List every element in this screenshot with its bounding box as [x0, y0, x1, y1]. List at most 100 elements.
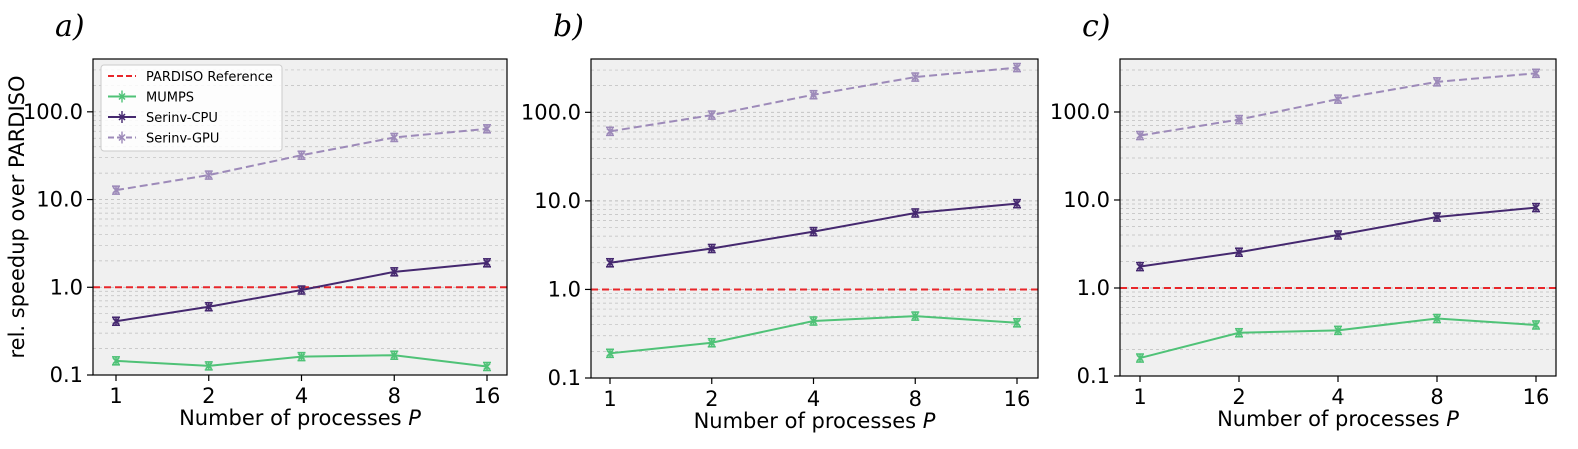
data-point [809, 317, 818, 325]
x-tick-label: 1 [109, 384, 122, 408]
y-tick-label: 0.1 [548, 366, 581, 390]
x-axis-label: Number of processes P [1217, 407, 1459, 431]
data-point [911, 312, 919, 320]
data-point [1013, 319, 1021, 327]
y-tick-label: 10.0 [534, 189, 581, 213]
data-point [1334, 231, 1342, 239]
data-point [1532, 69, 1540, 77]
y-tick-label: 0.1 [50, 363, 83, 387]
data-point [809, 227, 818, 236]
x-axis-label-var: P [923, 409, 936, 433]
data-point [1235, 329, 1243, 337]
panel-label: c) [1082, 9, 1111, 44]
data-point [483, 259, 491, 267]
x-axis-label-text: Number of processes [694, 409, 923, 433]
data-point [483, 125, 491, 133]
x-axis-label-text: Number of processes [179, 406, 408, 430]
y-tick-label: 1.0 [1077, 276, 1110, 300]
y-tick-label: 0.1 [1077, 364, 1110, 388]
data-point [390, 268, 398, 276]
series-line-serinv_gpu [1139, 72, 1537, 137]
data-point [606, 259, 614, 267]
chart-panel-0: 0.1 1.0 10.0 100.0 1 2 4 8 16 Number of processes… [23, 9, 508, 430]
data-point [112, 317, 120, 325]
data-point [911, 73, 919, 81]
data-point [809, 91, 818, 99]
data-point [390, 351, 398, 359]
data-point [1433, 213, 1441, 221]
panel-label: b) [553, 9, 584, 44]
data-point [1433, 78, 1441, 86]
y-tick-label: 100.0 [1050, 100, 1110, 124]
data-point [390, 133, 398, 142]
x-tick-label: 1 [603, 387, 616, 411]
y-tick-label: 1.0 [548, 277, 581, 301]
legend-box [100, 64, 283, 152]
y-tick-label: 100.0 [521, 100, 581, 124]
x-tick-label: 2 [202, 384, 215, 408]
data-point [1334, 95, 1342, 103]
data-point [1532, 203, 1540, 212]
x-axis-label: Number of processes P [694, 409, 936, 433]
data-point [112, 357, 120, 365]
data-point [708, 111, 716, 119]
data-point [911, 209, 919, 217]
data-point [1433, 314, 1441, 323]
legend-swatch-marker [118, 92, 126, 101]
x-axis-label-var: P [1446, 407, 1459, 431]
x-axis-label-var: P [408, 406, 421, 430]
legend-label: PARDISO Reference [146, 70, 273, 85]
data-point [1235, 248, 1243, 256]
x-tick-label: 2 [1232, 385, 1245, 409]
data-point [1235, 115, 1243, 124]
data-point [1013, 200, 1021, 208]
data-point [708, 244, 716, 253]
legend-swatch-marker [118, 133, 126, 142]
legend-label: MUMPS [146, 91, 194, 106]
data-point [297, 352, 306, 361]
x-tick-label: 1 [1133, 385, 1146, 409]
legend-swatch-marker [118, 113, 126, 121]
x-axis-label-text: Number of processes [1217, 407, 1446, 431]
data-point [1136, 131, 1144, 140]
legend: PARDISO Reference MUMPS Serinv-CPU Serinv-G… [100, 64, 283, 152]
data-point [297, 286, 306, 294]
x-tick-label: 8 [388, 384, 401, 408]
x-tick-label: 4 [295, 384, 308, 408]
data-point [606, 127, 614, 135]
data-point [708, 339, 716, 347]
data-point [1013, 63, 1021, 72]
y-tick-label: 10.0 [1063, 188, 1110, 212]
data-point [1136, 262, 1144, 271]
data-point [1532, 321, 1540, 329]
x-tick-label: 2 [705, 387, 718, 411]
x-tick-label: 8 [909, 387, 922, 411]
data-point [483, 362, 491, 371]
data-point [1136, 354, 1144, 362]
data-point [205, 362, 213, 370]
y-axis-label: rel. speedup over PARDISO [5, 75, 29, 358]
panel-label: a) [55, 9, 85, 44]
y-tick-label: 10.0 [36, 188, 83, 212]
y-tick-label: 100.0 [23, 100, 83, 124]
plot-area [591, 59, 1038, 378]
x-tick-label: 4 [807, 387, 820, 411]
x-tick-label: 16 [474, 384, 501, 408]
legend-label: Serinv-GPU [146, 132, 219, 147]
data-point [205, 171, 213, 179]
series-line-serinv_gpu [115, 127, 488, 192]
x-tick-label: 16 [1523, 385, 1550, 409]
legend-label: Serinv-CPU [146, 111, 218, 126]
chart-panel-2: 0.1 1.0 10.0 100.0 1 2 4 8 16 Number of processes… [1050, 9, 1557, 431]
x-tick-label: 16 [1004, 387, 1031, 411]
data-point [205, 303, 213, 311]
data-point [1334, 326, 1342, 335]
chart-panel-1: 0.1 1.0 10.0 100.0 1 2 4 8 16 Number of processes… [521, 9, 1039, 433]
plot-frame [92, 58, 508, 376]
data-point [606, 349, 614, 357]
y-tick-label: 1.0 [50, 275, 83, 299]
data-point [112, 186, 120, 194]
x-axis-label: Number of processes P [179, 406, 421, 430]
plot-frame [590, 58, 1039, 379]
